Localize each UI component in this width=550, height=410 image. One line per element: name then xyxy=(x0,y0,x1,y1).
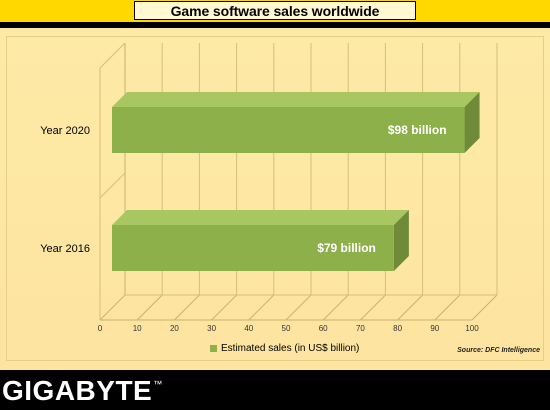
x-tick-label: 50 xyxy=(282,324,291,333)
source-note: Source: DFC Intelligence xyxy=(457,347,540,354)
floor-gridline xyxy=(99,294,126,321)
x-tick-label: 100 xyxy=(465,324,479,333)
bar xyxy=(112,225,394,271)
x-tick-label: 60 xyxy=(319,324,328,333)
x-tick-label: 70 xyxy=(356,324,365,333)
logo-text: GIGABYTE xyxy=(2,375,153,406)
x-tick-label: 20 xyxy=(170,324,179,333)
bar-top-face xyxy=(112,210,409,225)
legend-label: Estimated sales (in US$ billion) xyxy=(221,343,360,354)
floor-gridline xyxy=(434,294,461,321)
x-tick-label: 90 xyxy=(430,324,439,333)
data-label: $98 billion xyxy=(388,123,447,137)
category-separator xyxy=(99,172,126,199)
x-tick-label: 10 xyxy=(133,324,142,333)
floor-gridline xyxy=(360,294,386,321)
floor-gridline xyxy=(322,294,349,321)
category-label: Year 2020 xyxy=(40,125,90,137)
title-box: Game software sales worldwide xyxy=(134,1,416,20)
floor-gridline xyxy=(248,294,275,321)
logo-trademark: ™ xyxy=(153,379,163,389)
floor-gridline xyxy=(471,294,498,321)
x-tick-label: 30 xyxy=(207,324,216,333)
floor-gridline xyxy=(211,294,237,321)
floor-gridline xyxy=(136,294,163,321)
bar xyxy=(112,107,465,153)
floor-gridline xyxy=(174,294,200,321)
legend: Estimated sales (in US$ billion) xyxy=(210,343,359,354)
bar-end-face xyxy=(393,210,409,271)
category-label: Year 2016 xyxy=(40,243,90,255)
legend-swatch xyxy=(210,345,217,352)
x-tick-label: 40 xyxy=(244,324,253,333)
chart-title: Game software sales worldwide xyxy=(170,2,380,19)
bar-end-face xyxy=(464,92,480,153)
gigabyte-logo: GIGABYTE ™ xyxy=(2,376,162,406)
x-tick-label: 80 xyxy=(393,324,402,333)
bar-chart: 0 10 20 30 40 50 60 70 80 90 100 $98 billion Year 20… xyxy=(40,42,498,333)
chart-panel: 0 10 20 30 40 50 60 70 80 90 100 $98 billion Year 20… xyxy=(0,28,550,370)
left-wall-top-edge xyxy=(99,42,126,69)
bar-top-face xyxy=(112,92,480,107)
header-band: Game software sales worldwide xyxy=(0,0,550,22)
x-tick-label: 0 xyxy=(98,324,103,333)
floor-gridline xyxy=(397,294,423,321)
data-label: $79 billion xyxy=(317,241,376,255)
floor-gridline xyxy=(285,294,312,321)
